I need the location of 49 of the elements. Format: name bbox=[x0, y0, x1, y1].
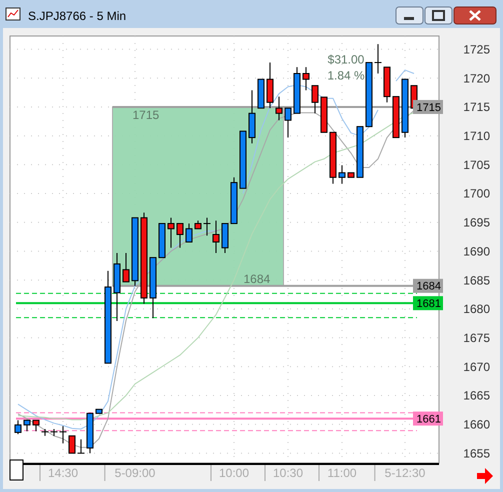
ref-line-label: 1715 bbox=[416, 102, 441, 114]
candlestick bbox=[276, 96, 282, 121]
y-tick-label: 1675 bbox=[463, 330, 490, 345]
candlestick bbox=[186, 223, 192, 242]
candlestick bbox=[77, 438, 85, 454]
candlestick bbox=[212, 220, 220, 254]
ref-line-label: 1661 bbox=[416, 413, 441, 426]
candlestick bbox=[312, 85, 318, 114]
y-tick-label: 1725 bbox=[463, 42, 490, 56]
y-tick-label: 1670 bbox=[463, 360, 490, 374]
y-tick-label: 1695 bbox=[463, 216, 490, 230]
chart-title: S.JPJ8766 - 5 Min bbox=[28, 9, 126, 23]
y-tick-label: 1715 bbox=[463, 100, 490, 114]
candlestick bbox=[32, 420, 40, 432]
x-tick-label: 10:00 bbox=[218, 466, 250, 480]
y-tick-label: 1710 bbox=[463, 129, 490, 144]
candlestick bbox=[374, 44, 382, 74]
candlestick bbox=[168, 217, 174, 248]
y-tick-label: 1685 bbox=[463, 273, 490, 288]
y-tick-label: 1665 bbox=[463, 388, 490, 403]
x-tick-label: 10:30 bbox=[272, 466, 304, 480]
ref-line-label: 1684 bbox=[416, 280, 441, 293]
y-tick-label: 1690 bbox=[463, 244, 490, 258]
annotation: 1.84 % bbox=[327, 68, 366, 82]
candlestick bbox=[203, 217, 211, 236]
candlestick bbox=[266, 62, 274, 109]
y-tick-label: 1660 bbox=[463, 418, 490, 432]
candlestick bbox=[14, 420, 22, 435]
x-tick-label: 5-12:30 bbox=[384, 466, 426, 480]
candlestick bbox=[24, 419, 30, 432]
annotation: 1684 bbox=[244, 272, 271, 286]
y-tick-label: 1680 bbox=[463, 302, 490, 316]
candlestick bbox=[302, 66, 310, 91]
candlestick bbox=[68, 435, 76, 454]
y-tick-label: 1700 bbox=[463, 186, 490, 201]
y-tick-label: 1705 bbox=[463, 158, 490, 172]
x-tick-label: 5-09:00 bbox=[114, 466, 156, 480]
candlestick bbox=[176, 223, 184, 248]
x-tick-label: 14:30 bbox=[48, 466, 78, 480]
candlestick bbox=[122, 252, 130, 282]
y-tick-label: 1655 bbox=[463, 446, 490, 460]
y-tick-label: 1720 bbox=[463, 71, 490, 86]
candlestick bbox=[59, 426, 67, 444]
candlestick bbox=[284, 108, 292, 138]
x-tick-label: 11:00 bbox=[327, 466, 357, 480]
annotation: $31.00 bbox=[328, 52, 365, 67]
candlestick bbox=[338, 164, 346, 184]
ref-line-label: 1681 bbox=[416, 298, 441, 310]
annotation: 1715 bbox=[132, 108, 160, 122]
